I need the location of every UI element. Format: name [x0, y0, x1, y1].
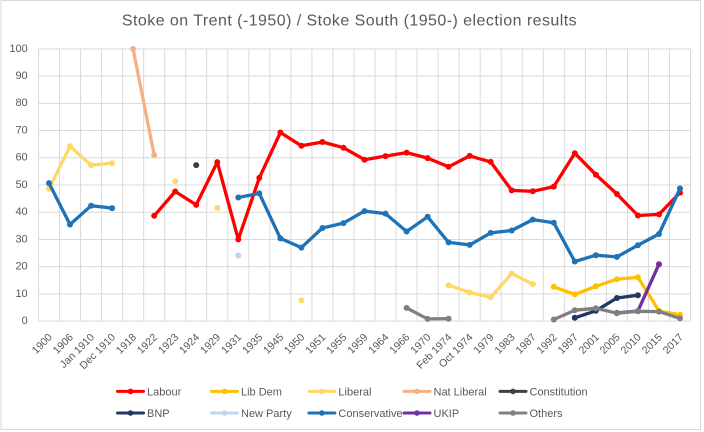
- svg-text:BNP: BNP: [147, 408, 170, 420]
- svg-text:80: 80: [15, 97, 27, 109]
- svg-text:60: 60: [15, 152, 27, 164]
- svg-text:0: 0: [22, 315, 28, 327]
- svg-text:50: 50: [15, 179, 27, 191]
- svg-text:90: 90: [15, 70, 27, 82]
- svg-text:10: 10: [15, 288, 27, 300]
- svg-text:Stoke on Trent (-1950) / Stoke: Stoke on Trent (-1950) / Stoke South (19…: [122, 13, 577, 30]
- svg-text:New Party: New Party: [241, 408, 292, 420]
- svg-text:UKIP: UKIP: [434, 408, 460, 420]
- svg-text:40: 40: [15, 206, 27, 218]
- svg-text:Nat Liberal: Nat Liberal: [434, 386, 487, 398]
- svg-text:100: 100: [9, 43, 27, 55]
- svg-text:Labour: Labour: [147, 386, 182, 398]
- svg-text:Constitution: Constitution: [530, 386, 588, 398]
- svg-text:30: 30: [15, 233, 27, 245]
- svg-text:Lib Dem: Lib Dem: [241, 386, 282, 398]
- svg-text:Others: Others: [530, 408, 564, 420]
- svg-text:20: 20: [15, 261, 27, 273]
- svg-text:Conservative: Conservative: [338, 408, 402, 420]
- svg-text:Liberal: Liberal: [338, 386, 371, 398]
- svg-text:70: 70: [15, 125, 27, 137]
